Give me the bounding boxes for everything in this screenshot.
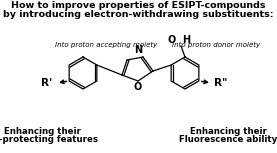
Text: O: O [168, 35, 176, 45]
Text: Enhancing their: Enhancing their [189, 127, 266, 136]
Text: H: H [182, 35, 190, 45]
Text: Into proton donor moiety: Into proton donor moiety [172, 42, 260, 48]
Text: by introducing electron-withdrawing substituents:: by introducing electron-withdrawing subs… [3, 10, 274, 19]
Text: O: O [134, 82, 142, 92]
Text: R': R' [41, 78, 52, 88]
Text: How to improve properties of ESIPT-compounds: How to improve properties of ESIPT-compo… [11, 1, 266, 10]
Text: Enhancing their: Enhancing their [4, 127, 80, 136]
Text: Into proton accepting moiety: Into proton accepting moiety [55, 42, 157, 48]
Text: N: N [134, 45, 142, 55]
Text: Fluorescence ability: Fluorescence ability [179, 136, 277, 144]
Text: R": R" [214, 78, 227, 88]
Text: UV-protecting features: UV-protecting features [0, 136, 98, 144]
